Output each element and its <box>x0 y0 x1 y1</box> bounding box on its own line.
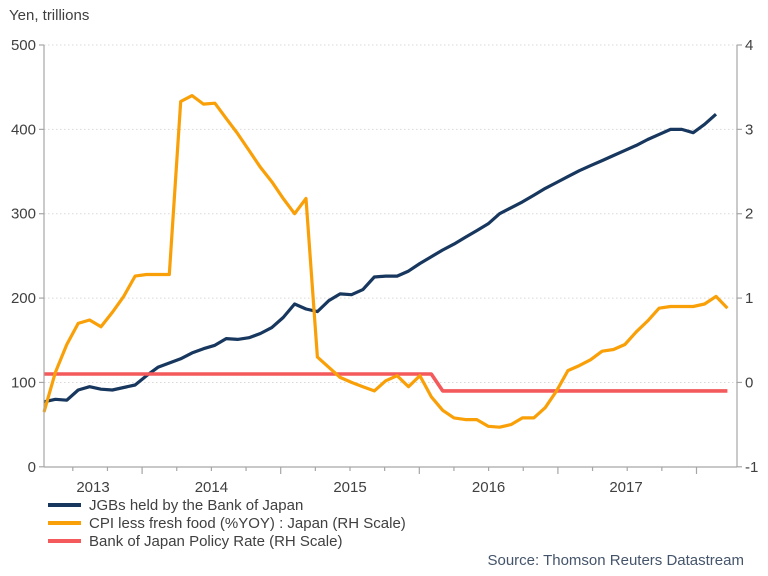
legend-item-cpi: CPI less fresh food (%YOY) : Japan (RH S… <box>48 514 406 532</box>
y-right-tick-label: 1 <box>745 290 753 307</box>
y-left-tick-label: 100 <box>11 374 36 391</box>
x-year-label: 2014 <box>195 479 228 496</box>
y-right-tick-label: -1 <box>745 459 758 476</box>
x-year-label: 2015 <box>333 479 366 496</box>
y-left-tick-label: 400 <box>11 121 36 138</box>
legend-item-policy-rate: Bank of Japan Policy Rate (RH Scale) <box>48 532 406 550</box>
policy-rate-line-swatch <box>48 539 81 543</box>
y-left-tick-label: 500 <box>11 37 36 54</box>
x-year-label: 2017 <box>609 479 642 496</box>
y-left-tick-label: 0 <box>28 459 36 476</box>
y-right-tick-label: 2 <box>745 206 753 223</box>
y-left-tick-label: 300 <box>11 206 36 223</box>
legend-label-policy-rate: Bank of Japan Policy Rate (RH Scale) <box>89 532 343 550</box>
cpi-line-swatch <box>48 521 81 525</box>
policy-rate-line <box>44 372 728 393</box>
y-right-tick-label: 3 <box>745 121 753 138</box>
source-credit: Source: Thomson Reuters Datastream <box>487 552 744 569</box>
jgb-line-swatch <box>48 503 81 507</box>
legend: JGBs held by the Bank of Japan CPI less … <box>48 496 406 550</box>
x-year-label: 2013 <box>76 479 109 496</box>
legend-item-jgb: JGBs held by the Bank of Japan <box>48 496 406 514</box>
legend-label-jgb: JGBs held by the Bank of Japan <box>89 496 304 514</box>
y-left-tick-label: 200 <box>11 290 36 307</box>
cpi-line <box>42 93 729 429</box>
jgb-line <box>43 113 718 404</box>
x-year-label: 2016 <box>472 479 505 496</box>
legend-label-cpi: CPI less fresh food (%YOY) : Japan (RH S… <box>89 514 406 532</box>
y-axis-unit-label: Yen, trillions <box>9 7 90 24</box>
y-right-tick-label: 0 <box>745 374 753 391</box>
y-right-tick-label: 4 <box>745 37 753 54</box>
